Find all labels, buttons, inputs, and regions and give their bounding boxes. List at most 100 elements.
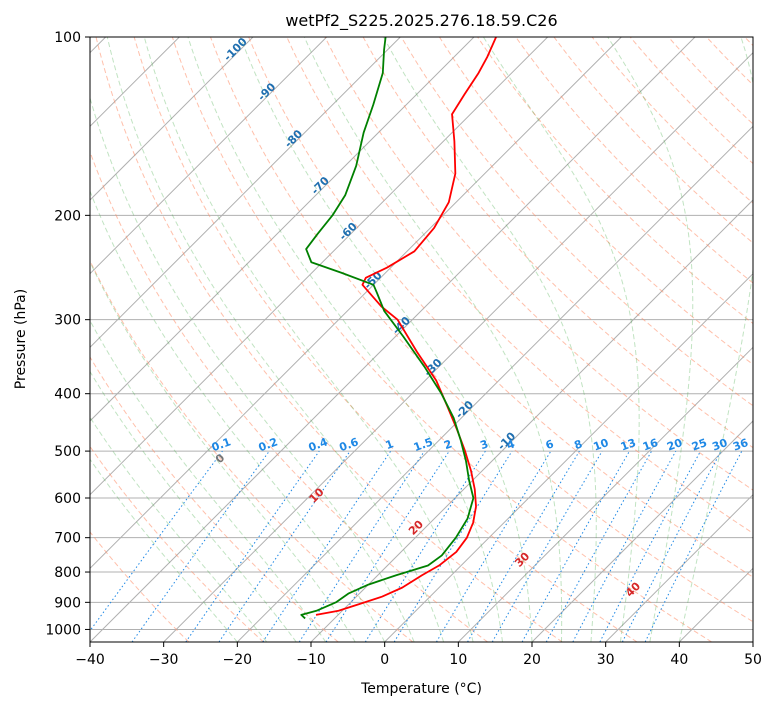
dry-adiabat-line [248, 37, 753, 578]
plot-area: -100-90-80-70-60-50-40-30-20-100.1 0.2 0.4… [90, 37, 753, 642]
x-tick-label: 0 [380, 652, 389, 668]
y-tick-label: 700 [54, 531, 81, 547]
moist-adiabat-line [383, 37, 597, 642]
moist-adiabat-line [143, 37, 474, 642]
moist-adiabat-line [239, 37, 533, 642]
isotherm-line [457, 346, 753, 642]
mixing-ratio-label: 36 [731, 436, 750, 454]
isotherm-line [90, 37, 622, 570]
pressure-gridlines [90, 37, 753, 630]
isotherm-line [90, 37, 401, 349]
mixing-ratio-label: 6 [544, 437, 556, 452]
x-tick-label: 10 [449, 652, 467, 668]
mixing-ratio-label: 10 [592, 436, 611, 454]
y-tick-label: 800 [54, 565, 81, 581]
x-tick-label: −20 [223, 652, 253, 668]
moist-adiabat-line [482, 37, 640, 642]
moist-adiabat-line [90, 416, 268, 642]
mixing-ratio-label: 13 [619, 436, 638, 453]
mixing-ratio-line [218, 450, 351, 642]
dry-adiabat-line [400, 37, 753, 407]
moist-adiabat-line [607, 37, 694, 642]
x-tick-label: 50 [744, 652, 762, 668]
temperature-line [315, 37, 497, 616]
isotherm-line [384, 272, 753, 642]
x-tick-label: 30 [597, 652, 615, 668]
isotherm-line [531, 420, 753, 642]
dry-adiabat-line [553, 37, 753, 244]
x-tick-label: 20 [523, 652, 541, 668]
mixing-ratio-line [90, 450, 223, 632]
mixing-ratio-label: 1 [384, 437, 396, 452]
sounding-series [300, 37, 497, 620]
mixing-ratio-lines [90, 450, 743, 642]
y-axis-ticks: 1000 900 800 700 600 500 400 300 200 100 [45, 30, 90, 638]
mixing-ratio-label: 25 [690, 436, 709, 453]
y-tick-label: 400 [54, 387, 81, 403]
mixing-ratio-label: 0.6 [338, 435, 361, 454]
moist-adiabat-line [90, 458, 238, 642]
y-tick-label: 900 [54, 595, 81, 611]
dry-adiabat-line [210, 37, 753, 623]
skewed-isotherms [90, 37, 753, 642]
mixing-ratio-line [644, 450, 743, 642]
dry-adiabat-line [95, 37, 563, 642]
dewpoint-line [300, 37, 475, 620]
dry-adiabat-line [90, 531, 190, 642]
mixing-ratio-line [572, 450, 677, 642]
mixing-ratio-label: 0.1 [210, 435, 233, 454]
y-tick-label: 200 [54, 208, 81, 224]
dry-adiabat-line [171, 37, 712, 642]
isotherm-line [90, 37, 696, 642]
mixing-ratio-line [185, 450, 320, 642]
mixing-ratio-line [545, 450, 653, 642]
dry-adiabat-line [439, 37, 753, 366]
chart-title: wetPf2_S225.2025.276.18.59.C26 [285, 11, 557, 31]
dry-adiabat-line [286, 37, 753, 534]
y-tick-label: 100 [54, 30, 81, 46]
moist-adiabat-line [90, 96, 415, 642]
moist-adiabat-line [303, 37, 563, 642]
moist-adiabat-line [90, 370, 297, 642]
mixing-ratio-label: 0.2 [257, 435, 280, 454]
dry-adiabat-line [324, 37, 753, 491]
dry-adiabats [90, 37, 753, 642]
mixing-ratio-label: 20 [665, 436, 684, 454]
moist-adiabat-line [90, 319, 327, 642]
x-tick-label: −40 [75, 652, 105, 668]
mixing-ratio-label: 0.4 [307, 435, 330, 454]
dry-adiabat-line [477, 37, 753, 325]
mixing-ratio-line [325, 450, 450, 642]
moist-adiabat-line [90, 260, 356, 642]
plot-frame [89, 36, 754, 643]
mixing-ratio-label: 3 [478, 437, 490, 452]
mixing-ratio-label: 30 [710, 436, 729, 454]
dry-adiabat-line [90, 150, 488, 642]
dry-adiabat-line [90, 259, 414, 642]
isotherm-line [90, 37, 328, 275]
mixing-ratio-line [521, 450, 630, 642]
x-tick-label: −10 [296, 652, 326, 668]
isotherm-line [236, 125, 753, 642]
mixing-ratio-label: 1.5 [412, 435, 435, 454]
x-axis-label: Temperature (°C) [360, 681, 482, 697]
mixing-ratio-line [131, 450, 270, 642]
dry-adiabat-line [90, 356, 339, 642]
mixing-ratio-line [298, 450, 425, 642]
moist-adiabat-line [678, 37, 753, 642]
x-tick-label: 40 [670, 652, 688, 668]
mixing-ratio-label: 16 [641, 436, 660, 454]
y-tick-label: 300 [54, 313, 81, 329]
mixing-ratio-label: 8 [572, 437, 584, 452]
y-tick-label: 600 [54, 491, 81, 507]
dry-adiabat-line [362, 37, 753, 449]
moist-adiabat-line [106, 37, 445, 642]
y-tick-label: 500 [54, 444, 81, 460]
x-axis-ticks: −40 −30 −20 −10 0 10 20 30 40 50 [75, 642, 762, 668]
isotherm-line [605, 493, 753, 642]
isotherm-line [163, 51, 753, 642]
y-tick-label: 1000 [45, 622, 81, 638]
mixing-ratio-label: 2 [442, 437, 454, 452]
isotherm-line [90, 37, 475, 422]
